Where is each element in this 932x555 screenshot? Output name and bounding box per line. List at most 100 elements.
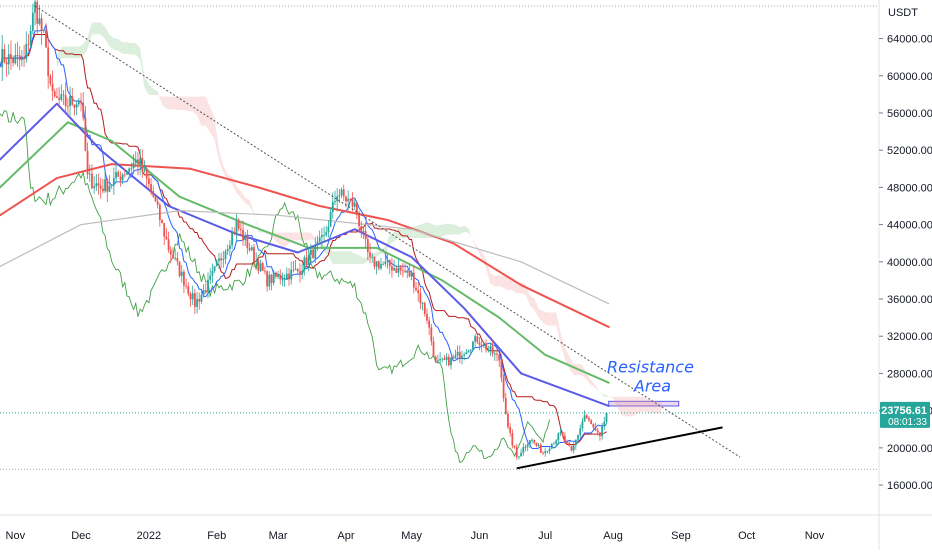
candle xyxy=(511,429,514,449)
candle-body xyxy=(404,270,406,273)
candle xyxy=(220,252,223,269)
cloud-segment xyxy=(232,176,237,193)
cloud-segment xyxy=(529,295,535,310)
cloud-segment xyxy=(547,312,552,326)
candle-body xyxy=(250,247,253,251)
candle xyxy=(314,237,317,264)
cloud-segment xyxy=(310,232,316,241)
candle-body xyxy=(599,432,601,437)
candle-body xyxy=(447,356,450,366)
candle xyxy=(294,259,297,271)
candle-body xyxy=(601,426,604,437)
candle-body xyxy=(150,183,152,192)
candle-body xyxy=(207,279,209,293)
candle-body xyxy=(504,398,507,414)
candle xyxy=(563,432,566,444)
candle xyxy=(117,169,120,178)
cloud-segment xyxy=(302,232,307,241)
candle xyxy=(325,226,328,238)
candle-body xyxy=(579,428,582,435)
candle xyxy=(191,285,194,306)
candle-body xyxy=(130,168,133,169)
candle xyxy=(423,301,426,317)
candle-body xyxy=(73,104,76,108)
candle xyxy=(134,151,137,168)
candle-body xyxy=(371,256,374,258)
candle xyxy=(528,439,531,449)
candle-body xyxy=(119,176,122,181)
candle-body xyxy=(82,102,85,118)
candle-body xyxy=(472,341,474,350)
candle xyxy=(555,439,558,447)
price-axis[interactable]: USDT16000.0020000.0024000.0028000.003200… xyxy=(879,7,932,492)
y-tick-label: 16000.00 xyxy=(887,480,932,492)
candle xyxy=(439,352,441,365)
cloud-segment xyxy=(306,232,311,241)
candle xyxy=(603,416,606,431)
cloud-segment xyxy=(494,275,500,287)
candle xyxy=(268,271,271,291)
candle xyxy=(211,263,214,284)
candle xyxy=(51,70,54,101)
candle-body xyxy=(272,272,275,283)
cloud-segment xyxy=(113,38,119,51)
candle-body xyxy=(25,44,28,60)
candle-body xyxy=(386,259,389,262)
candle-body xyxy=(360,226,363,233)
candle-body xyxy=(66,106,69,107)
support-trendline-1 xyxy=(516,426,723,470)
candle-body xyxy=(419,293,422,304)
candle-body xyxy=(553,443,555,445)
candle xyxy=(502,374,505,402)
cloud-segment xyxy=(499,275,504,288)
cloud-segment xyxy=(420,222,425,238)
candle-body xyxy=(430,327,433,342)
candle-body xyxy=(143,169,146,171)
candle-body xyxy=(581,421,584,429)
candle xyxy=(417,282,420,302)
candle xyxy=(546,450,549,454)
candle-body xyxy=(23,57,25,60)
candle-body xyxy=(281,279,284,281)
candle-body xyxy=(58,97,61,100)
candle xyxy=(355,201,358,219)
candle-body xyxy=(426,313,428,321)
candle xyxy=(250,245,253,252)
x-tick-label: Jul xyxy=(538,530,552,542)
candle-body xyxy=(369,252,371,257)
cloud-segment xyxy=(341,251,346,265)
current-price-badge xyxy=(880,401,930,428)
candle-body xyxy=(434,356,437,362)
candle xyxy=(557,432,560,446)
candle-body xyxy=(244,235,247,241)
x-tick-label: Jun xyxy=(471,530,489,542)
cloud-segment xyxy=(293,232,298,241)
candle xyxy=(274,271,277,279)
candle-body xyxy=(285,273,288,279)
candle-body xyxy=(224,251,227,260)
cloud-segment xyxy=(433,225,438,238)
candle xyxy=(399,264,402,276)
cloud-segment xyxy=(201,96,206,126)
candle-body xyxy=(559,431,562,434)
candle-body xyxy=(570,445,573,451)
candle xyxy=(183,269,185,294)
candle-body xyxy=(437,360,439,362)
candle xyxy=(5,57,8,77)
candle-body xyxy=(590,420,593,425)
candle xyxy=(49,73,52,87)
candle xyxy=(329,207,332,227)
candle-body xyxy=(439,359,441,361)
time-axis[interactable]: Nov Dec 2022 Feb Mar Apr May Jun Jul Aug Sep Oct Nov xyxy=(6,530,825,542)
candle-body xyxy=(305,257,308,266)
candle-body xyxy=(461,355,463,359)
candle-body xyxy=(417,290,420,294)
cloud-segment xyxy=(179,96,184,110)
candle-body xyxy=(45,29,47,48)
candle-body xyxy=(303,257,306,271)
candle xyxy=(581,417,584,432)
candle-body xyxy=(535,442,538,446)
current-price-value: 23756.61 xyxy=(881,405,927,417)
